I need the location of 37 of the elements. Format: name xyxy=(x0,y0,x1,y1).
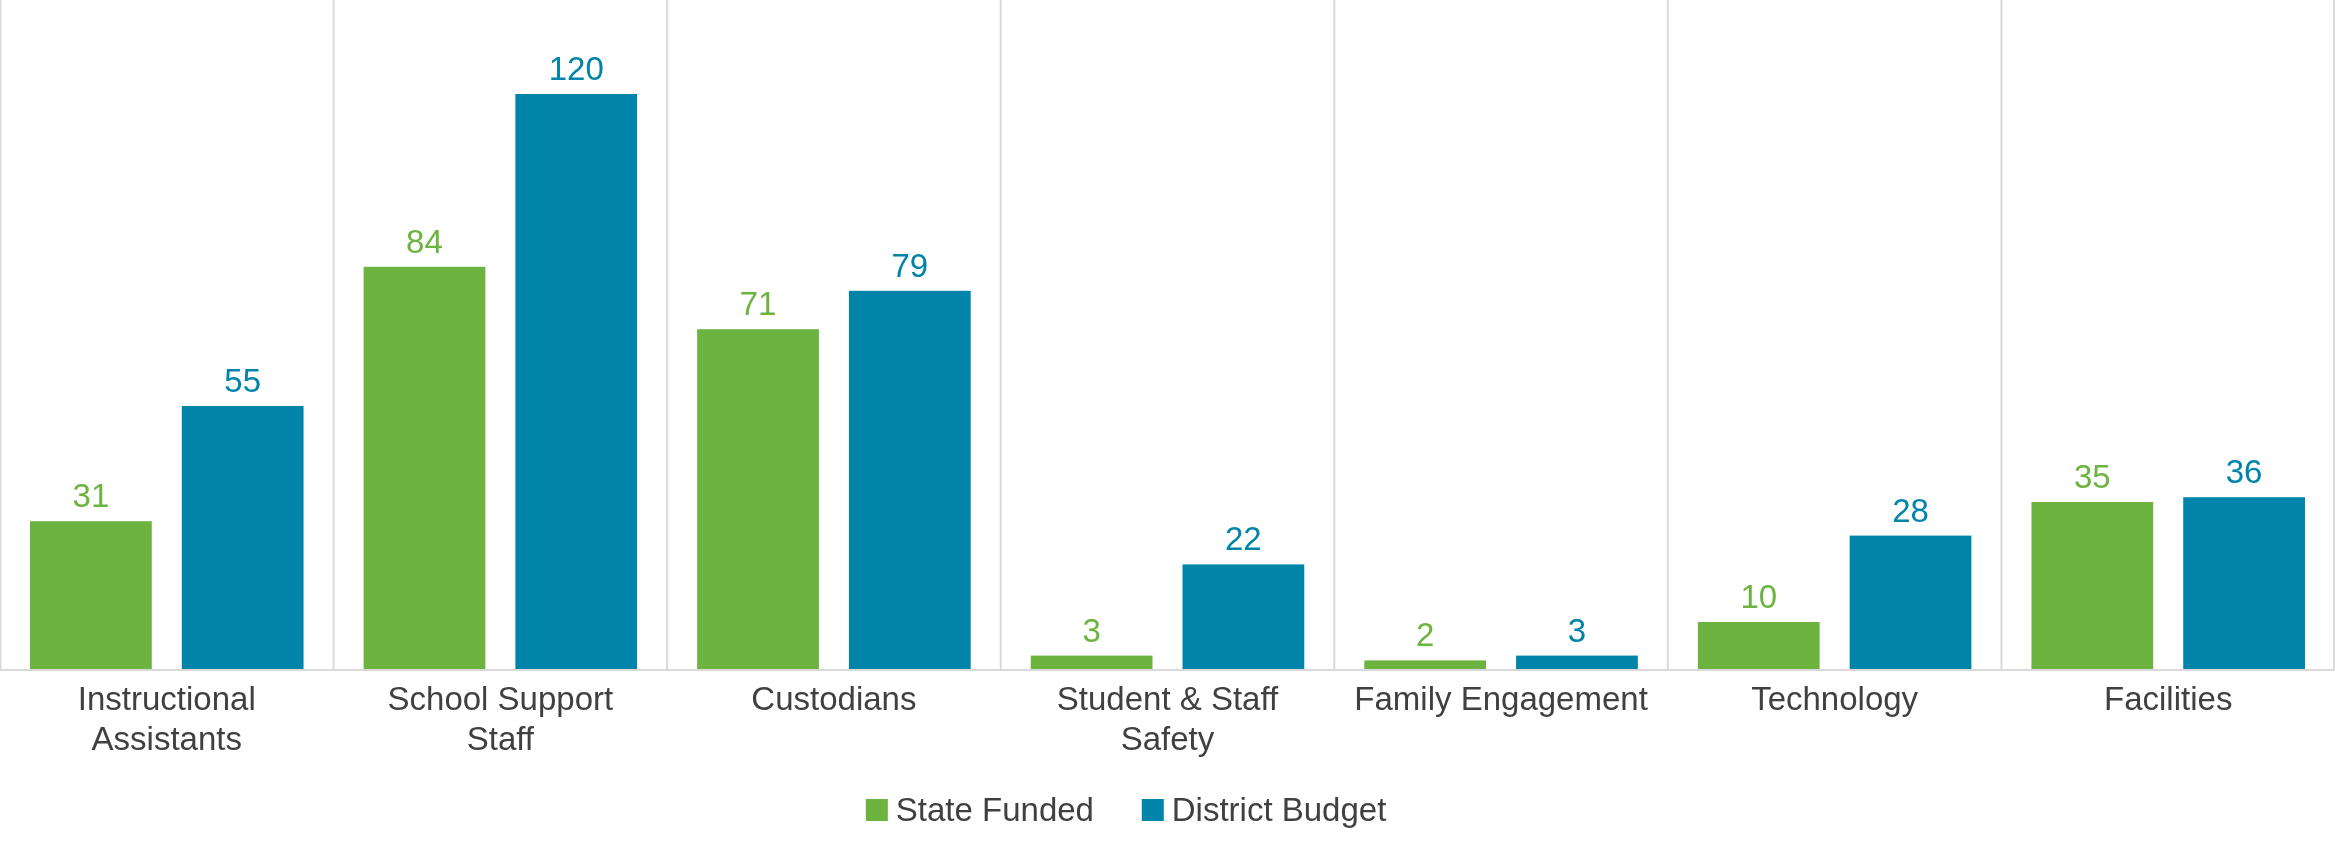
bar xyxy=(1697,622,1820,670)
bar xyxy=(1182,564,1305,670)
data-label: 120 xyxy=(548,50,604,87)
data-label: 3 xyxy=(1567,611,1587,649)
bar xyxy=(697,329,819,670)
data-label: 2 xyxy=(1416,616,1435,654)
data-label: 35 xyxy=(2073,458,2111,495)
bar xyxy=(515,94,638,670)
x-tick-label: Family Engagement xyxy=(1354,680,1648,717)
x-tick-label: Student & Staff Safety xyxy=(1056,680,1280,757)
bar xyxy=(2183,497,2305,670)
data-label: 3 xyxy=(1082,611,1101,649)
legend-label: District Budget xyxy=(1171,791,1387,828)
x-tick-label: Custodians xyxy=(751,680,917,717)
data-label: 36 xyxy=(2225,453,2263,491)
x-tick-label: School Support Staff xyxy=(387,680,614,757)
bar xyxy=(1849,535,1972,670)
data-label: 84 xyxy=(406,222,443,260)
bar xyxy=(2031,502,2154,670)
x-tick-label: Facilities xyxy=(2104,680,2233,717)
bar xyxy=(848,290,971,670)
data-label: 55 xyxy=(224,362,262,399)
bar xyxy=(363,266,486,670)
data-label: 31 xyxy=(72,477,110,515)
data-label: 79 xyxy=(891,246,929,284)
legend-label: State Funded xyxy=(895,791,1094,828)
bar xyxy=(1516,655,1638,670)
bar xyxy=(1364,660,1487,670)
x-tick-label: Technology xyxy=(1751,680,1919,717)
x-tick-label: Instructional Assistants xyxy=(77,680,256,757)
bar xyxy=(30,521,152,670)
bar xyxy=(181,406,304,670)
bar xyxy=(1030,655,1153,670)
data-label: 10 xyxy=(1740,578,1778,615)
data-label: 22 xyxy=(1225,520,1262,558)
data-label: 71 xyxy=(739,285,777,323)
data-label: 28 xyxy=(1892,491,1929,529)
